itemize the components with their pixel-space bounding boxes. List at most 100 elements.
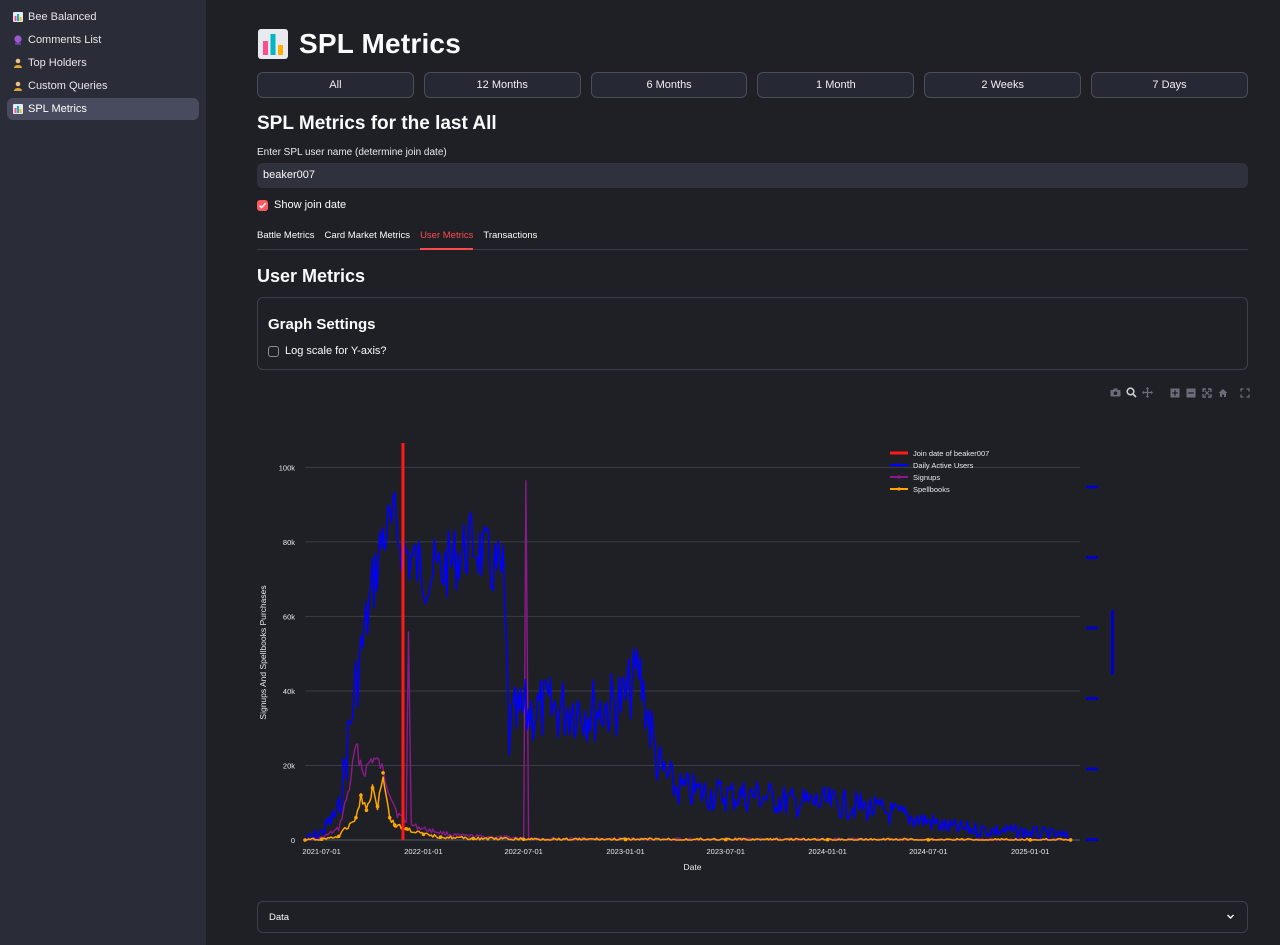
spellbooks-point — [926, 837, 931, 842]
show-join-date-checkbox[interactable]: Show join date — [257, 199, 346, 211]
spellbooks-point — [303, 838, 307, 842]
show-join-date-label: Show join date — [274, 199, 347, 211]
person-icon — [13, 58, 23, 68]
spellbooks-point — [723, 837, 728, 842]
y-tick-label: 0 — [291, 836, 295, 845]
spellbooks-point — [370, 786, 375, 790]
secondary-y-tick-mark — [1086, 838, 1098, 841]
spellbooks-point — [623, 837, 628, 842]
y-tick-label: 100k — [279, 463, 296, 472]
secondary-y-tick-mark — [1086, 626, 1098, 630]
bar-chart-icon — [13, 12, 23, 22]
person-icon — [13, 81, 23, 91]
sidebar-item-label: Custom Queries — [28, 80, 108, 92]
legend-marker — [897, 463, 901, 467]
y-tick-label: 40k — [283, 687, 295, 696]
chart-svg[interactable]: 0 20k 40k 60k 80k 100k 2021-07-01 2022-01-01 202… — [257, 405, 1248, 885]
fullscreen-icon[interactable] — [1238, 386, 1251, 399]
sidebar-item-bee-balanced[interactable]: Bee Balanced — [7, 6, 199, 28]
series-line — [305, 491, 1072, 841]
zoom-icon[interactable] — [1125, 386, 1138, 399]
sidebar-item-label: SPL Metrics — [28, 103, 87, 115]
spellbooks-point — [364, 808, 369, 812]
spellbooks-point — [1028, 838, 1032, 842]
username-label: Enter SPL user name (determine join date… — [257, 147, 447, 158]
user-metrics-chart[interactable]: 0 20k 40k 60k 80k 100k 2021-07-01 2022-01-01 202… — [257, 405, 1248, 885]
legend-label: Join date of beaker007 — [913, 449, 989, 458]
spellbooks-point — [404, 827, 409, 831]
tab-user-metrics[interactable]: User Metrics — [420, 228, 474, 250]
sidebar-item-custom-queries[interactable]: Custom Queries — [7, 75, 199, 97]
x-tick-label: 2024-07-01 — [909, 847, 947, 856]
data-expander[interactable]: Data — [257, 901, 1248, 933]
page-header: SPL Metrics — [257, 28, 461, 60]
legend-label: Signups — [913, 473, 940, 482]
home-icon[interactable] — [1216, 386, 1229, 399]
spellbooks-point — [359, 793, 363, 798]
camera-icon[interactable] — [1109, 386, 1122, 399]
secondary-y-tick-mark — [1086, 697, 1098, 700]
sidebar-item-top-holders[interactable]: Top Holders — [7, 52, 199, 74]
x-tick-label: 2025-01-01 — [1011, 847, 1049, 856]
secondary-y-tick-mark — [1086, 556, 1098, 559]
secondary-y-axis-title — [1111, 610, 1114, 675]
x-tick-label: 2023-01-01 — [606, 847, 644, 856]
period-selector: All 12 Months 6 Months 1 Month 2 Weeks 7 Days — [257, 72, 1248, 98]
sidebar-item-label: Bee Balanced — [28, 11, 97, 23]
spellbooks-point — [387, 815, 392, 820]
spellbooks-point — [825, 837, 830, 842]
username-input[interactable]: beaker007 — [257, 163, 1248, 188]
data-expander-label: Data — [269, 911, 290, 923]
metrics-tabs: Battle Metrics Card Market Metrics User Me… — [257, 228, 1248, 250]
x-tick-label: 2023-07-01 — [707, 847, 745, 856]
tab-battle-metrics[interactable]: Battle Metrics — [257, 230, 315, 241]
legend-label: Daily Active Users — [913, 461, 974, 470]
legend-marker — [897, 475, 901, 479]
sidebar-item-spl-metrics[interactable]: SPL Metrics — [7, 98, 199, 120]
spellbooks-point — [521, 837, 526, 842]
secondary-y-tick-mark — [1086, 767, 1098, 771]
tab-card-market-metrics[interactable]: Card Market Metrics — [324, 230, 411, 241]
period-button-all[interactable]: All — [257, 72, 414, 98]
secondary-y-tick-mark — [1086, 485, 1098, 489]
bar-chart-icon — [13, 104, 23, 114]
chart-toolbar — [1109, 386, 1251, 399]
log-scale-checkbox[interactable]: Log scale for Y-axis? — [268, 345, 387, 357]
section-title: User Metrics — [257, 266, 366, 286]
x-tick-label: 2021-07-01 — [302, 847, 340, 856]
chevron-down-icon — [1226, 912, 1235, 924]
y-tick-label: 60k — [283, 612, 295, 621]
y-axis-title: Signups And Spellbooks Purchases — [258, 585, 268, 719]
checkbox-checked-icon[interactable] — [257, 199, 268, 211]
spellbooks-point — [319, 837, 324, 842]
series-line — [305, 480, 1071, 841]
x-tick-label: 2024-01-01 — [808, 847, 846, 856]
y-tick-label: 80k — [283, 538, 295, 547]
sidebar-item-comments-list[interactable]: Comments List — [7, 29, 199, 51]
page-title: SPL Metrics — [299, 28, 461, 59]
spellbooks-point — [438, 835, 443, 839]
period-button-6-months[interactable]: 6 Months — [590, 72, 748, 98]
toolbar-spacer — [1157, 386, 1165, 399]
x-tick-label: 2022-07-01 — [504, 847, 542, 856]
log-scale-label: Log scale for Y-axis? — [285, 345, 387, 357]
autoscale-icon[interactable] — [1200, 386, 1213, 399]
pan-icon[interactable] — [1141, 386, 1154, 399]
spellbooks-point — [336, 834, 341, 839]
tab-transactions[interactable]: Transactions — [483, 230, 538, 241]
legend-marker — [897, 487, 901, 491]
graph-settings-panel: Graph Settings Log scale for Y-axis? — [257, 297, 1248, 370]
series-line — [304, 776, 1071, 841]
y-tick-label: 20k — [283, 761, 295, 770]
sidebar-nav: Bee Balanced Comments List Top Holders Cust… — [0, 6, 206, 120]
period-button-12-months[interactable]: 12 Months — [423, 72, 581, 98]
zoom-out-icon[interactable] — [1184, 386, 1197, 399]
period-button-1-month[interactable]: 1 Month — [757, 72, 915, 98]
checkbox-unchecked-icon[interactable] — [268, 345, 279, 357]
period-button-7-days[interactable]: 7 Days — [1091, 72, 1248, 98]
spellbooks-point — [354, 815, 358, 820]
zoom-in-icon[interactable] — [1168, 386, 1181, 399]
graph-settings-title: Graph Settings — [268, 316, 376, 333]
period-button-2-weeks[interactable]: 2 Weeks — [924, 72, 1082, 98]
sidebar-item-label: Comments List — [28, 34, 102, 46]
